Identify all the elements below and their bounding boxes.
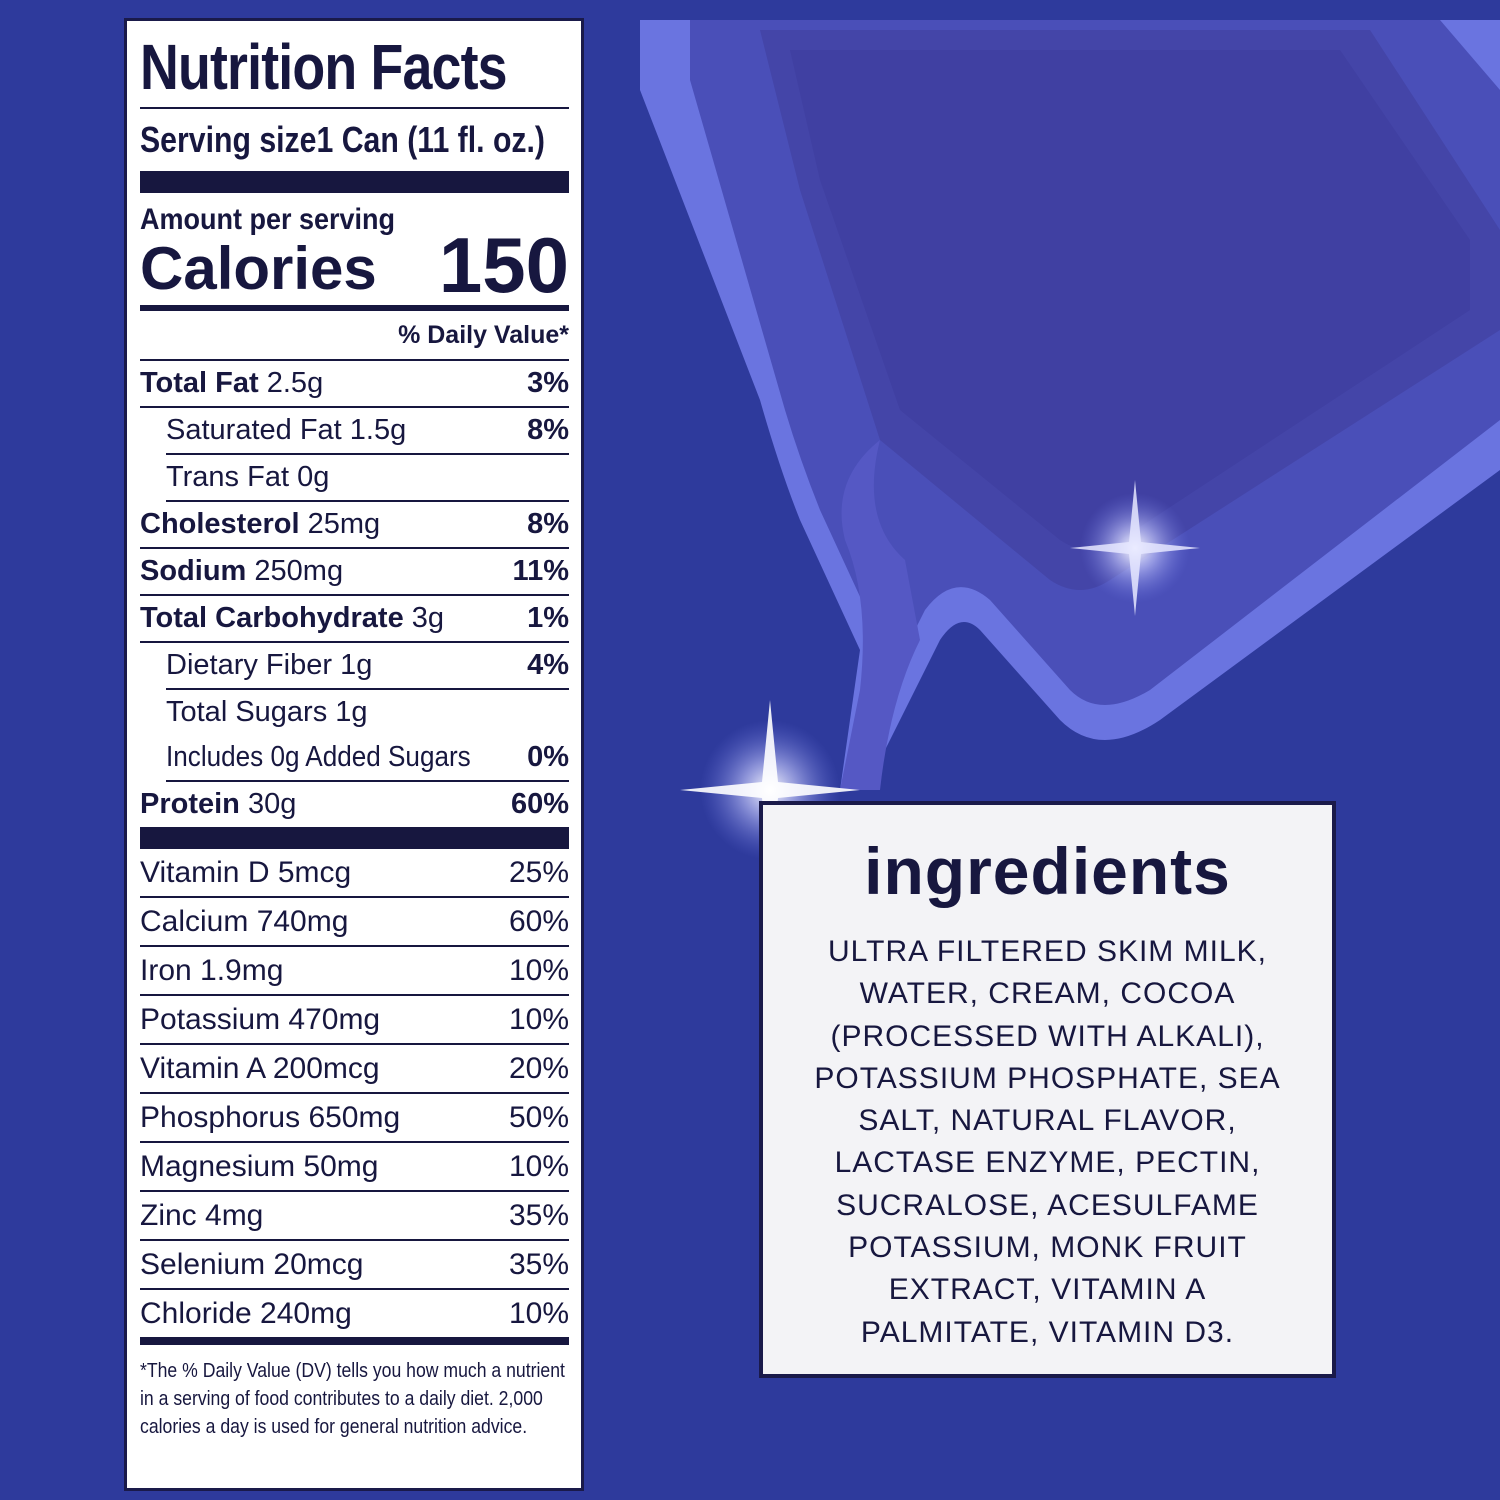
nutrient-dv: 60% [510, 788, 569, 820]
vitamin-row: Selenium 20mcg 35% [140, 1241, 569, 1290]
nutrient-amount: 2.5g [266, 367, 324, 399]
vitamin-dv: 35% [508, 1198, 569, 1232]
divider-thick [140, 827, 569, 849]
nutrient-row: Protein 30g 60% [140, 782, 569, 827]
nutrient-row: Sodium 250mg 11% [140, 549, 569, 596]
nutrient-amount: 3g [411, 602, 445, 634]
nutrition-facts-label: Nutrition Facts Serving size 1 Can (11 f… [124, 18, 584, 1491]
nutrient-row: Trans Fat 0g [166, 455, 569, 502]
nutrient-name: Sodium [140, 555, 247, 587]
footnote-line: *The % Daily Value (DV) tells you how mu… [140, 1359, 565, 1382]
vitamin-row: Vitamin A 200mcg 20% [140, 1045, 569, 1094]
nutrient-amount: 1g [340, 649, 373, 681]
nutrient-row: Dietary Fiber 1g 4% [166, 643, 569, 690]
ingredients-line: POTASSIUM, MONK FRUIT [848, 1231, 1247, 1265]
nutrient-name: Protein [140, 788, 240, 820]
serving-size: Serving size 1 Can (11 fl. oz.) [140, 109, 545, 171]
ingredients-title: ingredients [864, 834, 1231, 908]
vitamin-row: Calcium 740mg 60% [140, 898, 569, 947]
vitamin-name: Vitamin A 200mcg [140, 1051, 380, 1085]
nutrient-dv: 3% [527, 367, 569, 399]
vitamin-name: Calcium 740mg [140, 904, 349, 938]
vitamin-name: Magnesium 50mg [140, 1149, 379, 1183]
vitamin-row: Vitamin D 5mcg 25% [140, 849, 569, 898]
nutrient-dv: 11% [512, 555, 569, 587]
vitamin-name: Zinc 4mg [140, 1198, 264, 1232]
nutrient-row: Saturated Fat 1.5g 8% [166, 408, 569, 455]
daily-value-header: % Daily Value* [140, 311, 569, 361]
nutrient-row: Cholesterol 25mg 8% [140, 502, 569, 549]
ingredients-line: EXTRACT, VITAMIN A [888, 1273, 1207, 1307]
serving-value: 1 Can (11 fl. oz.) [316, 119, 546, 160]
vitamin-row: Magnesium 50mg 10% [140, 1143, 569, 1192]
ingredients-line: POTASSIUM PHOSPHATE, SEA [814, 1061, 1281, 1095]
vitamin-dv: 20% [508, 1051, 569, 1085]
divider [140, 107, 569, 109]
ingredients-line: SUCRALOSE, ACESULFAME [836, 1188, 1259, 1222]
nutrient-name: Trans Fat [166, 461, 290, 493]
nutrient-dv: 1% [527, 602, 569, 634]
ingredients-line: ULTRA FILTERED SKIM MILK, [828, 935, 1267, 968]
vitamin-name: Iron 1.9mg [140, 953, 284, 987]
ingredients-line: PALMITATE, VITAMIN D3. [860, 1315, 1235, 1349]
nutrient-name: Dietary Fiber [166, 649, 332, 681]
amount-per-serving: Amount per serving [140, 203, 396, 236]
nutrient-dv: 4% [527, 649, 569, 681]
nutrient-amount: 30g [247, 788, 297, 820]
divider-medium [140, 305, 569, 311]
vitamin-name: Selenium 20mcg [140, 1247, 364, 1281]
nutrient-dv: 8% [527, 414, 569, 446]
divider-medium [140, 1337, 569, 1345]
vitamin-dv: 10% [508, 1296, 569, 1330]
vitamin-name: Potassium 470mg [140, 1002, 381, 1036]
nutrient-name: Includes 0g Added Sugars [166, 741, 471, 773]
ingredients-line: WATER, CREAM, COCOA [859, 977, 1236, 1011]
nutrient-name: Total Sugars [166, 696, 328, 728]
vitamin-dv: 60% [508, 904, 569, 938]
vitamin-dv: 25% [508, 855, 569, 889]
nutrient-name: Saturated Fat [166, 414, 342, 446]
vitamin-dv: 10% [508, 1002, 569, 1036]
vitamin-row: Chloride 240mg 10% [140, 1290, 569, 1337]
vitamin-row: Iron 1.9mg 10% [140, 947, 569, 996]
ingredients-line: LACTASE ENZYME, PECTIN, [834, 1146, 1261, 1180]
nutrient-amount: 0g [297, 461, 330, 493]
nutrient-row: Total Sugars 1g [166, 690, 569, 735]
nutrient-row: Total Carbohydrate 3g 1% [140, 596, 569, 643]
vitamin-dv: 35% [508, 1247, 569, 1281]
ingredients-line: SALT, NATURAL FLAVOR, [858, 1104, 1237, 1138]
nutrient-row: Includes 0g Added Sugars 0% [166, 735, 569, 782]
calories-block: Amount per serving Calories 150 [140, 193, 569, 305]
vitamin-row: Phosphorus 650mg 50% [140, 1094, 569, 1143]
calories-value: 150 [438, 221, 569, 309]
ingredients-list: ULTRA FILTERED SKIM MILK, WATER, CREAM, … [763, 931, 1332, 1354]
footnote: *The % Daily Value (DV) tells you how mu… [140, 1345, 570, 1441]
nutrition-title: Nutrition Facts [140, 31, 508, 103]
calories-label: Calories [140, 235, 377, 302]
ingredients-line: (PROCESSED WITH ALKALI), [830, 1019, 1265, 1053]
nutrient-amount: 1.5g [349, 414, 407, 446]
nutrient-name: Total Fat [140, 367, 259, 399]
vitamin-name: Chloride 240mg [140, 1296, 352, 1330]
ingredients-box: ingredients ULTRA FILTERED SKIM MILK, WA… [759, 801, 1336, 1378]
footnote-line: in a serving of food contributes to a da… [140, 1387, 543, 1410]
nutrient-amount: 25mg [307, 508, 381, 540]
nutrient-name: Total Carbohydrate [140, 602, 404, 634]
nutrient-amount: 1g [335, 696, 368, 728]
nutrient-dv: 8% [527, 508, 569, 540]
vitamin-dv: 10% [508, 953, 569, 987]
nutrient-dv: 0% [527, 741, 569, 773]
vitamin-name: Vitamin D 5mcg [140, 855, 352, 889]
divider-thick [140, 171, 569, 193]
nutrient-row: Total Fat 2.5g 3% [140, 361, 569, 408]
vitamin-name: Phosphorus 650mg [140, 1100, 401, 1134]
vitamin-dv: 50% [508, 1100, 569, 1134]
vitamin-row: Zinc 4mg 35% [140, 1192, 569, 1241]
nutrient-amount: 250mg [254, 555, 344, 587]
serving-label: Serving size [140, 119, 317, 160]
nutrient-name: Cholesterol [140, 508, 300, 540]
vitamin-dv: 10% [508, 1149, 569, 1183]
footnote-line: calories a day is used for general nutri… [140, 1415, 528, 1438]
vitamin-row: Potassium 470mg 10% [140, 996, 569, 1045]
